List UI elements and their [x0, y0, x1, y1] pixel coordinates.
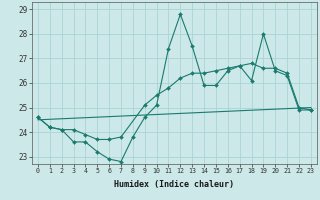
- X-axis label: Humidex (Indice chaleur): Humidex (Indice chaleur): [115, 180, 234, 189]
